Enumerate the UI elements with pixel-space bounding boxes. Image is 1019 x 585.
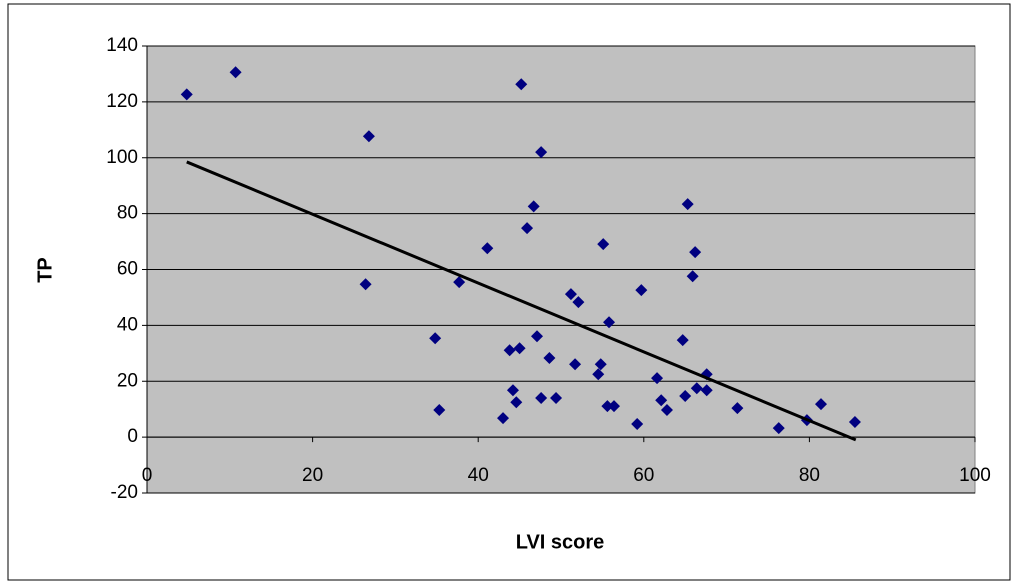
point: [772, 422, 785, 435]
point: [601, 400, 614, 413]
point: [635, 284, 648, 297]
point: [229, 66, 242, 79]
y-tick-label: 60: [117, 259, 138, 280]
point: [513, 342, 526, 355]
point: [535, 146, 548, 159]
point: [527, 200, 540, 213]
point: [359, 278, 372, 291]
y-tick-label: 40: [117, 314, 138, 335]
x-axis-title: LVI score: [516, 531, 605, 553]
point: [631, 417, 644, 430]
point: [603, 316, 616, 329]
y-tick-label: -20: [111, 482, 138, 503]
y-tick-label: 80: [117, 203, 138, 224]
point: [481, 242, 494, 255]
y-axis-title: TP: [34, 257, 56, 283]
x-tick-label: 60: [633, 465, 654, 486]
point: [429, 332, 442, 345]
point: [594, 358, 607, 371]
point: [655, 394, 668, 407]
point: [689, 246, 702, 259]
point: [686, 270, 699, 283]
point: [690, 382, 703, 395]
point: [731, 402, 744, 415]
point: [521, 222, 534, 235]
point: [572, 296, 585, 309]
point: [676, 334, 689, 347]
point: [530, 330, 543, 343]
point: [651, 372, 664, 385]
y-tick-label: 140: [106, 35, 138, 56]
point: [506, 384, 519, 397]
point: [543, 352, 556, 365]
y-tick-label: 20: [117, 370, 138, 391]
y-tick-label: 0: [127, 426, 138, 447]
point: [660, 404, 673, 417]
point: [550, 392, 563, 405]
x-tick-label: 100: [959, 465, 991, 486]
y-tick-label: 120: [106, 91, 138, 112]
point: [848, 416, 861, 429]
x-tick-label: 20: [302, 465, 323, 486]
y-tick-label: 100: [106, 147, 138, 168]
point: [433, 404, 446, 417]
point: [597, 238, 610, 251]
point: [497, 412, 510, 425]
x-tick-label: 80: [799, 465, 820, 486]
point: [535, 392, 548, 405]
point: [681, 198, 694, 211]
point: [679, 390, 692, 403]
point: [180, 88, 193, 101]
point: [607, 400, 620, 413]
point: [814, 398, 827, 411]
x-tick-label: 40: [468, 465, 489, 486]
point: [362, 130, 375, 143]
trend-line: [186, 160, 857, 442]
point: [503, 344, 516, 357]
point: [592, 368, 605, 381]
point: [515, 78, 528, 91]
point: [569, 358, 582, 371]
point: [453, 276, 466, 289]
x-tick-label: 0: [142, 465, 153, 486]
point: [564, 288, 577, 301]
point: [700, 384, 713, 397]
point: [510, 396, 523, 409]
